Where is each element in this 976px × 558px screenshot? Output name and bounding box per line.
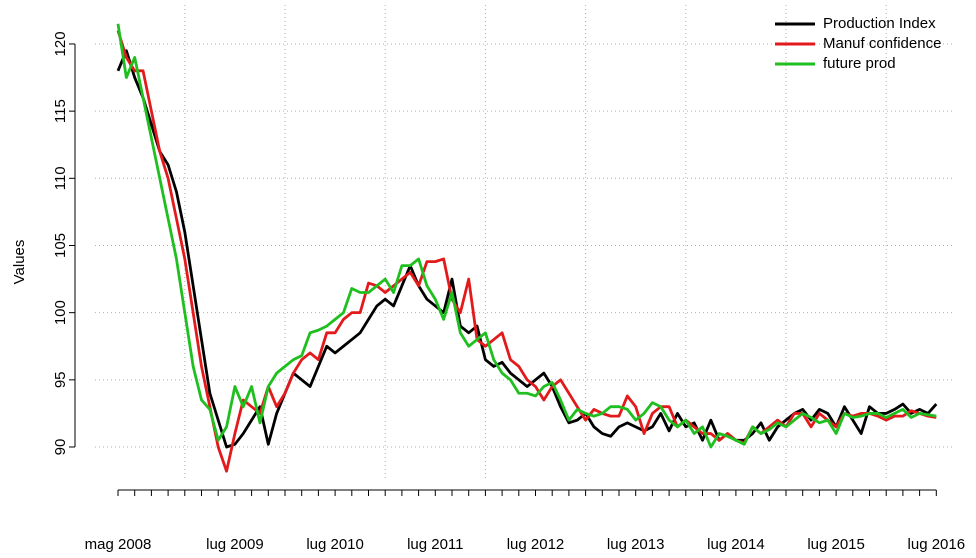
- legend-label: Production Index: [823, 15, 936, 32]
- x-tick-label: lug 2011: [407, 536, 463, 553]
- legend-label: Manuf confidence: [823, 35, 941, 52]
- x-tick-label: lug 2016: [908, 536, 966, 553]
- y-tick-label: 105: [52, 233, 69, 258]
- y-tick-label: 90: [52, 439, 69, 456]
- y-tick-label: 95: [52, 371, 69, 388]
- x-tick-label: lug 2010: [306, 536, 364, 553]
- y-axis-title: Values: [11, 240, 28, 285]
- x-tick-label: lug 2015: [807, 536, 865, 553]
- y-tick-label: 110: [52, 166, 69, 190]
- x-tick-label: lug 2014: [707, 536, 765, 553]
- x-tick-label: lug 2009: [206, 536, 264, 553]
- series-line: [116, 23, 937, 449]
- series-line: [116, 49, 938, 449]
- x-tick-label: lug 2013: [607, 536, 665, 553]
- y-tick-label: 115: [52, 99, 69, 123]
- y-tick-label: 100: [52, 300, 69, 325]
- series-line: [116, 30, 937, 473]
- y-tick-label: 120: [52, 31, 69, 56]
- x-tick-label: lug 2012: [507, 536, 565, 553]
- x-tick-label: mag 2008: [85, 536, 152, 553]
- legend-label: future prod: [823, 55, 896, 72]
